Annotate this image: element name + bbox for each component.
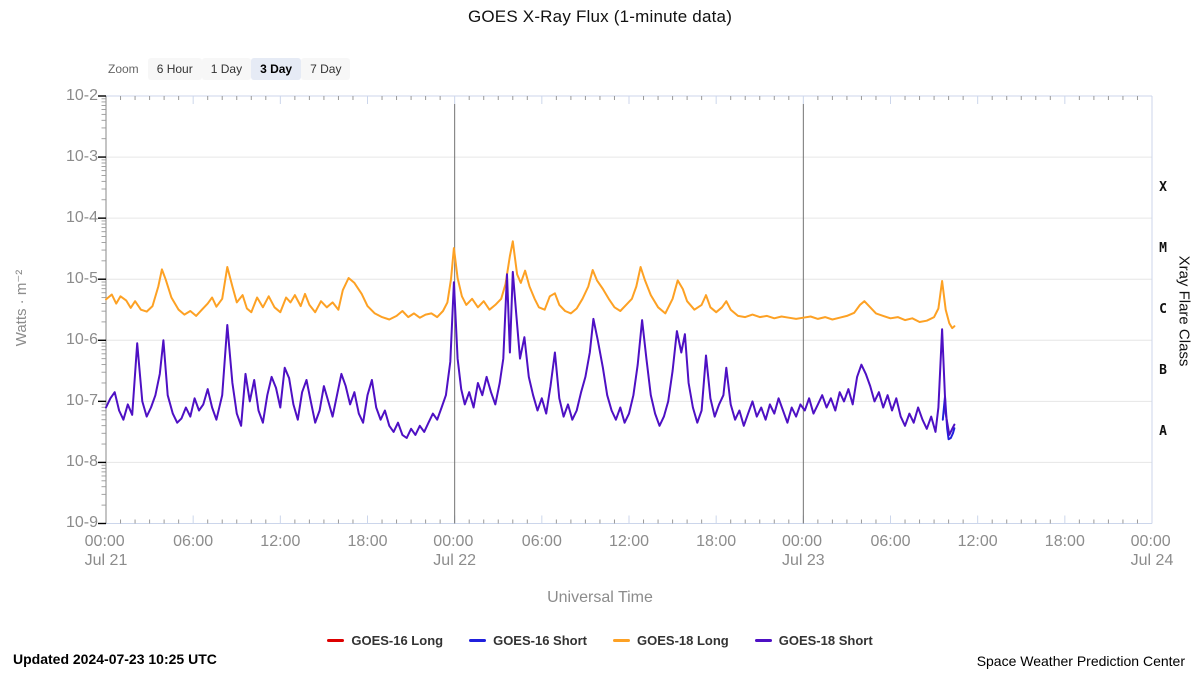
x-tick-label-h48: 00:00 Jul 23 xyxy=(781,533,825,570)
flare-class-m: M xyxy=(1159,240,1167,256)
legend-item-goes-16-short[interactable]: GOES-16 Short xyxy=(469,633,587,648)
x-tick-label-h24: 00:00 Jul 22 xyxy=(433,533,477,570)
zoom-label: Zoom xyxy=(108,62,139,76)
zoom-buttons: 6 Hour 1 Day 3 Day 7 Day xyxy=(147,58,351,80)
credit: Space Weather Prediction Center xyxy=(976,653,1185,669)
x-tick-label-h0: 00:00 Jul 21 xyxy=(84,533,128,570)
y-tick-label-10-9: 10-9 xyxy=(65,514,98,532)
legend-marker xyxy=(754,639,772,642)
zoom-button-3-day[interactable]: 3 Day xyxy=(251,58,302,80)
x-tick-label-h12: 12:00 xyxy=(260,533,301,551)
flare-class-x: X xyxy=(1159,179,1167,195)
zoom-range-selector: Zoom 6 Hour 1 Day 3 Day 7 Day xyxy=(108,58,351,80)
plot-area[interactable] xyxy=(106,96,1152,523)
y-tick-label-10-3: 10-3 xyxy=(65,148,98,166)
x-tick-label-h72: 00:00 Jul 24 xyxy=(1130,533,1174,570)
zoom-button-6-hour[interactable]: 6 Hour xyxy=(147,58,202,80)
x-tick-label-h66: 18:00 xyxy=(1044,533,1085,551)
flare-class-a: A xyxy=(1159,423,1167,439)
x-tick-label-h60: 12:00 xyxy=(957,533,998,551)
y-axis-title: Watts · m⁻² xyxy=(13,269,30,347)
legend-item-goes-16-long[interactable]: GOES-16 Long xyxy=(327,633,443,648)
x-tick-label-h30: 06:00 xyxy=(521,533,562,551)
zoom-button-7-day[interactable]: 7 Day xyxy=(301,58,351,80)
y-tick-label-10-2: 10-2 xyxy=(65,87,98,104)
legend: GOES-16 Long GOES-16 Short GOES-18 Long GOE… xyxy=(0,633,1200,648)
flare-class-c: C xyxy=(1159,301,1167,317)
legend-label: GOES-16 Short xyxy=(493,633,587,648)
y-tick-label-10-4: 10-4 xyxy=(65,209,98,227)
x-tick-label-h42: 18:00 xyxy=(696,533,737,551)
y-tick-label-10-5: 10-5 xyxy=(65,270,98,288)
series-goes-18-long xyxy=(105,240,956,330)
legend-label: GOES-16 Long xyxy=(351,633,444,648)
legend-label: GOES-18 Short xyxy=(778,633,873,648)
legend-marker xyxy=(613,639,630,642)
legend-marker xyxy=(327,639,345,642)
series-goes-18-short xyxy=(105,270,956,439)
flare-class-b: B xyxy=(1159,362,1167,378)
legend-item-goes-18-long[interactable]: GOES-18 Long xyxy=(613,633,729,648)
y-tick-label-10-7: 10-7 xyxy=(65,392,98,410)
right-axis-title: Xray Flare Class xyxy=(1175,255,1193,367)
x-tick-label-h54: 06:00 xyxy=(870,533,911,551)
zoom-button-1-day[interactable]: 1 Day xyxy=(201,58,252,80)
x-tick-label-h36: 12:00 xyxy=(608,533,650,551)
legend-label: GOES-18 Long xyxy=(637,633,729,648)
legend-marker xyxy=(469,639,487,642)
legend-item-goes-18-short[interactable]: GOES-18 Short xyxy=(754,633,873,648)
x-tick-label-h6: 06:00 xyxy=(173,533,214,551)
x-tick-label-h18: 18:00 xyxy=(347,533,388,551)
y-tick-label-10-8: 10-8 xyxy=(65,453,98,471)
updated-timestamp: Updated 2024-07-23 10:25 UTC xyxy=(13,651,217,667)
x-axis-title: Universal Time xyxy=(547,589,653,606)
y-tick-label-10-6: 10-6 xyxy=(65,331,98,349)
chart-title: GOES X-Ray Flux (1-minute data) xyxy=(467,7,733,26)
